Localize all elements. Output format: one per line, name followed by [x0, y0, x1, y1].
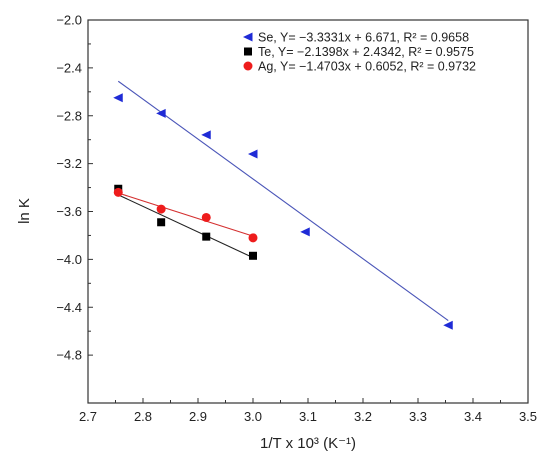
legend-label-ag: Ag, Y= −1.4703x + 0.6052, R² = 0.9732	[258, 60, 476, 74]
fit-lines	[117, 80, 449, 322]
legend-label-te: Te, Y= −2.1398x + 2.4342, R² = 0.9575	[258, 45, 474, 59]
x-tick-label: 3.1	[299, 409, 317, 424]
data-point-ag	[113, 187, 123, 197]
fit-line-se	[117, 80, 449, 322]
y-axis-title: ln K	[16, 198, 33, 224]
data-point-ag	[248, 233, 258, 243]
legend: Se, Y= −3.3331x + 6.671, R² = 0.9658Te, …	[243, 31, 476, 74]
y-tick-label: −2.0	[56, 13, 82, 28]
legend-marker-ag	[243, 61, 253, 71]
data-point-se	[248, 149, 258, 159]
y-tick-label: −4.0	[56, 252, 82, 267]
x-tick-label: 3.2	[354, 409, 372, 424]
x-tick-label: 3.5	[519, 409, 537, 424]
x-tick-label: 2.7	[79, 409, 97, 424]
data-point-se	[443, 320, 453, 330]
legend-marker-se	[243, 32, 253, 42]
y-tick-label: −4.8	[56, 348, 82, 363]
data-point-ag	[201, 212, 211, 222]
fit-line-ag	[118, 192, 254, 237]
legend-marker-te	[244, 47, 252, 56]
legend-label-se: Se, Y= −3.3331x + 6.671, R² = 0.9658	[258, 31, 469, 45]
x-tick-label: 3.4	[464, 409, 482, 424]
y-tick-label: −4.4	[56, 300, 82, 315]
data-point-ag	[156, 204, 166, 214]
y-tick-label: −3.2	[56, 156, 82, 171]
data-point-te	[157, 218, 166, 227]
x-axis: 2.7 2.8 2.9 3.0 3.1 3.2 3.3 3.4 3.5	[79, 398, 537, 424]
fit-line-te	[118, 194, 254, 259]
data-point-te	[202, 232, 211, 241]
data-point-te	[249, 251, 257, 260]
data-point-se	[156, 108, 166, 118]
y-tick-label: −2.8	[56, 108, 82, 123]
data-markers	[113, 93, 453, 330]
data-point-se	[201, 130, 211, 140]
y-tick-label: −3.6	[56, 204, 82, 219]
x-tick-label: 2.8	[134, 409, 152, 424]
data-point-se	[300, 227, 310, 237]
y-axis: −2.0 −2.4 −2.8 −3.2 −3.6 −4.0 −4.4 −4.8	[56, 13, 93, 363]
y-tick-label: −2.4	[56, 60, 82, 75]
x-tick-label: 3.0	[244, 409, 262, 424]
data-point-se	[113, 93, 123, 103]
x-axis-title: 1/T x 10³ (K⁻¹)	[260, 435, 356, 452]
x-tick-label: 3.3	[409, 409, 427, 424]
x-tick-label: 2.9	[189, 409, 207, 424]
